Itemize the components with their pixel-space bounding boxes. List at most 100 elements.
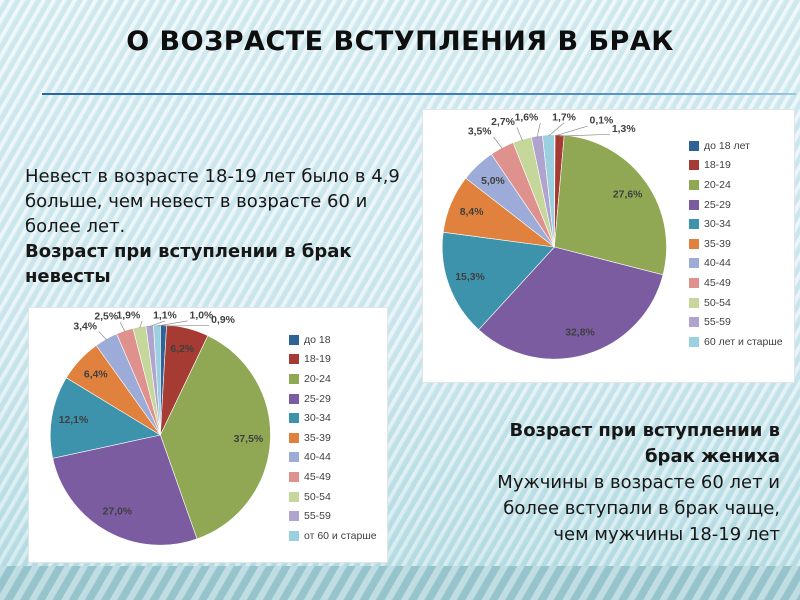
legend-label: 55-59	[304, 510, 331, 523]
pie-value-label: 1,3%	[612, 124, 636, 135]
legend-label: 45-49	[704, 276, 731, 289]
label-leader-line	[119, 322, 126, 332]
legend-item: до 18 лет	[689, 136, 783, 156]
legend-item: 30-34	[689, 214, 783, 234]
legend-item: 18-19	[289, 350, 377, 370]
grooms-pie-chart: 27,6% 32,8% 15,3% 8,4% 5,0% 3,5%2,7% 1,6% 1,7% 0…	[441, 112, 667, 360]
pie-slice	[542, 134, 555, 248]
pie-slice	[441, 231, 556, 331]
pie-slice	[49, 377, 162, 459]
legend-swatch	[289, 393, 299, 404]
legend-item: 50-54	[289, 487, 377, 507]
legend-item: до 18	[289, 330, 377, 350]
legend-swatch	[689, 277, 699, 288]
pie-value-label: 27,6%	[613, 190, 643, 201]
legend-swatch	[289, 452, 299, 463]
legend-label: до 18 лет	[704, 139, 750, 152]
label-leader-line	[98, 331, 107, 341]
brides-note: Невест в возрасте 18-19 лет было в 4,9 б…	[25, 164, 423, 289]
legend-item: 25-29	[689, 195, 783, 215]
legend-label: 18-19	[304, 353, 331, 366]
legend-label: 55-59	[704, 316, 731, 329]
pie-value-label: 1,9%	[116, 310, 140, 321]
legend-swatch	[289, 373, 299, 384]
legend-item: 20-24	[289, 369, 377, 389]
legend-item: 35-39	[689, 234, 783, 254]
legend-swatch	[289, 491, 299, 502]
brides-note-text: Невест в возрасте 18-19 лет было в 4,9 б…	[25, 166, 400, 237]
pie-slice	[554, 134, 667, 276]
pie-value-label: 12,1%	[59, 415, 89, 426]
label-leader-line	[493, 136, 503, 150]
label-leader-line	[548, 122, 565, 137]
brides-chart-caption: Возраст при вступлении в брак невесты	[25, 241, 352, 287]
legend-swatch	[689, 297, 699, 308]
pie-value-label: 27,0%	[103, 506, 133, 517]
pie-value-label: 1,6%	[515, 112, 539, 123]
brides-chart-legend: до 18 18-19 20-24 25-29 30-34 35-39 40-44 45-49…	[289, 330, 377, 546]
legend-label: до 18	[304, 333, 331, 346]
grooms-chart-legend: до 18 лет 18-19 20-24 25-29 30-34 35-39 40-44 4…	[689, 136, 783, 352]
pie-value-label: 3,4%	[73, 321, 97, 332]
pie-value-label: 3,5%	[468, 127, 492, 138]
legend-label: 30-34	[704, 218, 731, 231]
legend-label: 35-39	[304, 431, 331, 444]
grooms-note-text: Мужчины в возрасте 60 лет и более вступа…	[497, 472, 780, 545]
legend-swatch	[289, 432, 299, 443]
legend-swatch	[689, 258, 699, 269]
label-leader-line	[139, 320, 143, 329]
pie-value-label: 1,0%	[190, 310, 214, 321]
label-leader-line	[156, 320, 188, 327]
pie-value-label: 6,2%	[170, 344, 194, 355]
legend-swatch	[689, 336, 699, 347]
legend-label: 40-44	[304, 451, 331, 464]
legend-swatch	[689, 219, 699, 230]
legend-item: 60 лет и старше	[689, 332, 783, 352]
brides-pie-chart: 6,2% 37,5% 27,0% 12,1% 6,4% 3,4%2,5%1,9% 1,1% 1…	[49, 310, 271, 546]
label-leader-line	[163, 325, 210, 327]
legend-item: 18-19	[689, 156, 783, 176]
pie-value-label: 8,4%	[460, 207, 484, 218]
pie-value-label: 0,1%	[590, 116, 614, 127]
legend-swatch	[289, 334, 299, 345]
legend-swatch	[689, 199, 699, 210]
legend-swatch	[289, 471, 299, 482]
pie-value-label: 5,0%	[481, 176, 505, 187]
pie-value-label: 1,7%	[552, 112, 576, 123]
legend-item: 35-39	[289, 428, 377, 448]
legend-swatch	[689, 179, 699, 190]
legend-item: 30-34	[289, 408, 377, 428]
legend-label: 50-54	[704, 296, 731, 309]
legend-label: 60 лет и старше	[704, 335, 783, 348]
legend-swatch	[289, 413, 299, 424]
legend-swatch	[689, 238, 699, 249]
legend-item: 50-54	[689, 293, 783, 313]
legend-label: 30-34	[304, 412, 331, 425]
bottom-band	[0, 566, 800, 600]
pie-slice	[52, 434, 198, 546]
legend-swatch	[289, 511, 299, 522]
pie-value-label: 6,4%	[84, 370, 108, 381]
legend-swatch	[689, 160, 699, 171]
pie-value-label: 15,3%	[455, 272, 485, 283]
title-underline	[42, 93, 796, 95]
legend-item: 45-49	[689, 273, 783, 293]
legend-item: 20-24	[689, 175, 783, 195]
pie-slice	[478, 246, 664, 360]
legend-label: 35-39	[704, 237, 731, 250]
pie-value-label: 1,1%	[153, 310, 177, 321]
grooms-chart-panel: 27,6% 32,8% 15,3% 8,4% 5,0% 3,5% 2,7% 1,6% 1,7% 0…	[422, 109, 795, 383]
legend-item: 55-59	[689, 312, 783, 332]
legend-item: 25-29	[289, 389, 377, 409]
legend-swatch	[289, 530, 299, 541]
legend-label: 25-29	[304, 392, 331, 405]
pie-value-label: 2,5%	[94, 312, 118, 323]
legend-label: 45-49	[304, 470, 331, 483]
legend-swatch	[289, 354, 299, 365]
legend-item: 40-44	[289, 448, 377, 468]
slide-title: О ВОЗРАСТЕ ВСТУПЛЕНИЯ В БРАК	[126, 26, 674, 57]
label-leader-line	[554, 125, 588, 137]
label-leader-line	[559, 133, 610, 137]
legend-label: 20-24	[704, 178, 731, 191]
